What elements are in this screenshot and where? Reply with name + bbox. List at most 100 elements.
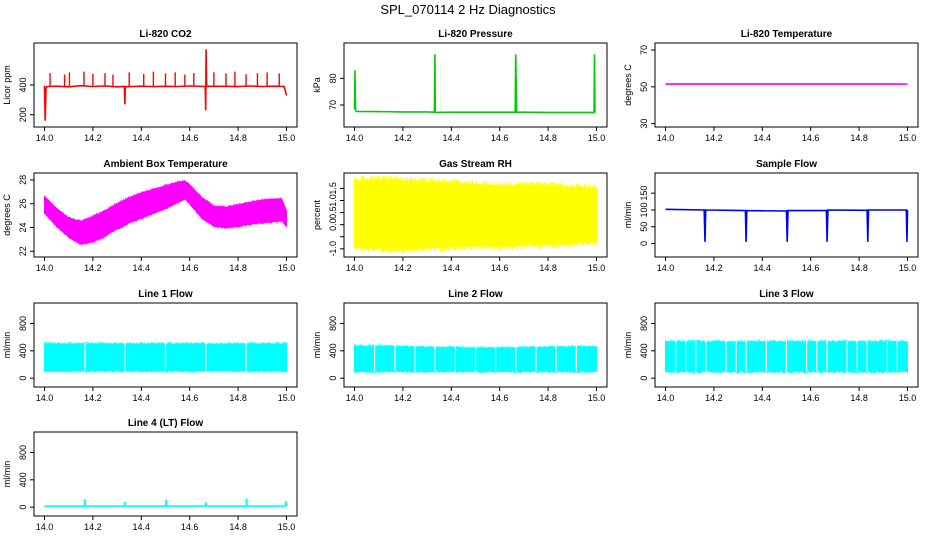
x-tick-label: 14.2: [84, 522, 102, 532]
y-tick-label: 28: [18, 175, 28, 185]
x-tick-label: 14.2: [84, 393, 102, 403]
plot-frame: [33, 172, 298, 258]
y-axis-label: percent: [312, 199, 322, 230]
x-tick-label: 14.0: [346, 263, 364, 273]
x-tick-label: 15.0: [588, 263, 606, 273]
x-tick-label: 14.2: [705, 393, 723, 403]
y-axis-label: ml/min: [2, 332, 12, 359]
y-tick-label: 150: [639, 186, 649, 201]
y-tick-label: 0: [18, 505, 28, 510]
x-tick-label: 14.0: [346, 393, 364, 403]
x-tick-label: 14.6: [491, 393, 509, 403]
x-tick-label: 14.0: [36, 522, 54, 532]
x-tick-label: 14.4: [754, 263, 772, 273]
plot-frame: [654, 172, 919, 258]
x-tick-label: 14.6: [802, 263, 820, 273]
panel-title: Line 4 (LT) Flow: [128, 418, 204, 429]
y-tick-label: 0: [639, 241, 649, 246]
y-tick-label: 30: [639, 119, 649, 129]
x-tick-label: 14.4: [133, 522, 151, 532]
plot-frame: [343, 42, 608, 128]
x-tick-label: 14.2: [394, 263, 412, 273]
x-tick-label: 14.8: [539, 393, 557, 403]
y-axis-label: degrees C: [2, 194, 12, 236]
x-tick-label: 14.2: [705, 133, 723, 143]
y-tick-label: 800: [639, 316, 649, 331]
panel-title: Line 3 Flow: [759, 289, 814, 300]
x-tick-label: 14.8: [229, 263, 247, 273]
x-tick-label: 14.6: [181, 263, 199, 273]
panel-8: Line 2 Flow ml/min 14.0 14.2 14.4 14.6 14.8 15.…: [312, 289, 608, 403]
y-tick-label: 800: [18, 316, 28, 331]
panel-7: Line 1 Flow ml/min 14.0 14.2 14.4 14.6 14.8 15.…: [2, 289, 298, 403]
y-tick-label: 50: [639, 82, 649, 92]
x-tick-label: 14.4: [443, 133, 461, 143]
series-line: [665, 208, 909, 242]
y-tick-label: 1.5: [328, 182, 338, 195]
x-tick-label: 14.2: [394, 393, 412, 403]
x-tick-label: 14.2: [394, 133, 412, 143]
y-axis-label: degrees C: [623, 64, 633, 106]
y-tick-label: 800: [328, 316, 338, 331]
y-tick-label: 0: [639, 376, 649, 381]
plot-frame: [343, 302, 608, 388]
y-tick-label: 0.5: [328, 206, 338, 219]
x-tick-label: 15.0: [899, 133, 917, 143]
y-tick-label: 50: [639, 222, 649, 232]
x-tick-label: 15.0: [588, 393, 606, 403]
x-tick-label: 14.8: [850, 133, 868, 143]
figure-title: SPL_070114 2 Hz Diagnostics: [380, 2, 556, 17]
panel-title: Ambient Box Temperature: [103, 159, 228, 170]
x-tick-label: 14.4: [443, 393, 461, 403]
y-tick-label: 0: [328, 376, 338, 381]
x-tick-label: 14.4: [133, 263, 151, 273]
panel-1: Li-820 CO2 Licor ppm 14.0 14.2 14.4 14.6 14.8 1…: [2, 29, 298, 143]
x-tick-label: 14.2: [84, 263, 102, 273]
x-tick-label: 14.6: [181, 393, 199, 403]
y-tick-label: 400: [328, 343, 338, 358]
y-tick-label: 400: [18, 77, 28, 92]
panel-4: Ambient Box Temperature degrees C 14.0 14.2…: [2, 159, 298, 273]
x-tick-label: 14.4: [133, 133, 151, 143]
panel-title: Li-820 Pressure: [438, 29, 513, 40]
x-tick-label: 14.8: [229, 133, 247, 143]
series-line: [353, 54, 596, 114]
x-tick-label: 14.6: [802, 133, 820, 143]
x-tick-label: 14.6: [181, 133, 199, 143]
panel-10: Line 4 (LT) Flow ml/min 14.0 14.2 14.4 14.6 14…: [2, 418, 298, 532]
y-tick-label: 400: [639, 343, 649, 358]
panel-3: Li-820 Temperature degrees C 14.0 14.2 14.4 1…: [623, 29, 919, 143]
panel-6: Sample Flow ml/min 14.0 14.2 14.4 14.6 14.8 15.…: [623, 159, 919, 273]
y-axis-label: ml/min: [623, 332, 633, 359]
panel-2: Li-820 Pressure kPa 14.0 14.2 14.4 14.6 14.8 15…: [312, 29, 608, 143]
y-tick-label: 80: [328, 73, 338, 83]
y-axis-label: kPa: [312, 77, 322, 93]
y-tick-label: 400: [18, 343, 28, 358]
y-tick-label: 100: [639, 202, 649, 217]
x-tick-label: 14.8: [850, 263, 868, 273]
x-tick-label: 15.0: [278, 133, 296, 143]
y-axis-label: ml/min: [623, 202, 633, 229]
x-tick-label: 14.4: [754, 393, 772, 403]
x-tick-label: 14.6: [491, 263, 509, 273]
y-tick-label: 800: [18, 445, 28, 460]
x-tick-label: 14.0: [657, 263, 675, 273]
x-tick-label: 14.2: [84, 133, 102, 143]
x-tick-label: 14.0: [657, 133, 675, 143]
y-axis-label: Licor ppm: [2, 65, 12, 105]
x-tick-label: 14.8: [539, 263, 557, 273]
y-tick-label: 22: [18, 246, 28, 256]
x-tick-label: 14.2: [705, 263, 723, 273]
panel-5: Gas Stream RH percent 14.0 14.2 14.4 14.6 14.8…: [312, 159, 608, 273]
x-tick-label: 14.4: [754, 133, 772, 143]
x-tick-label: 14.8: [850, 393, 868, 403]
x-tick-label: 14.0: [36, 393, 54, 403]
panel-title: Line 2 Flow: [448, 289, 503, 300]
x-tick-label: 14.4: [443, 263, 461, 273]
x-tick-label: 14.4: [133, 393, 151, 403]
series-line: [43, 49, 288, 121]
series-noise: [44, 179, 287, 246]
x-tick-label: 15.0: [899, 263, 917, 273]
y-tick-label: 70: [639, 45, 649, 55]
